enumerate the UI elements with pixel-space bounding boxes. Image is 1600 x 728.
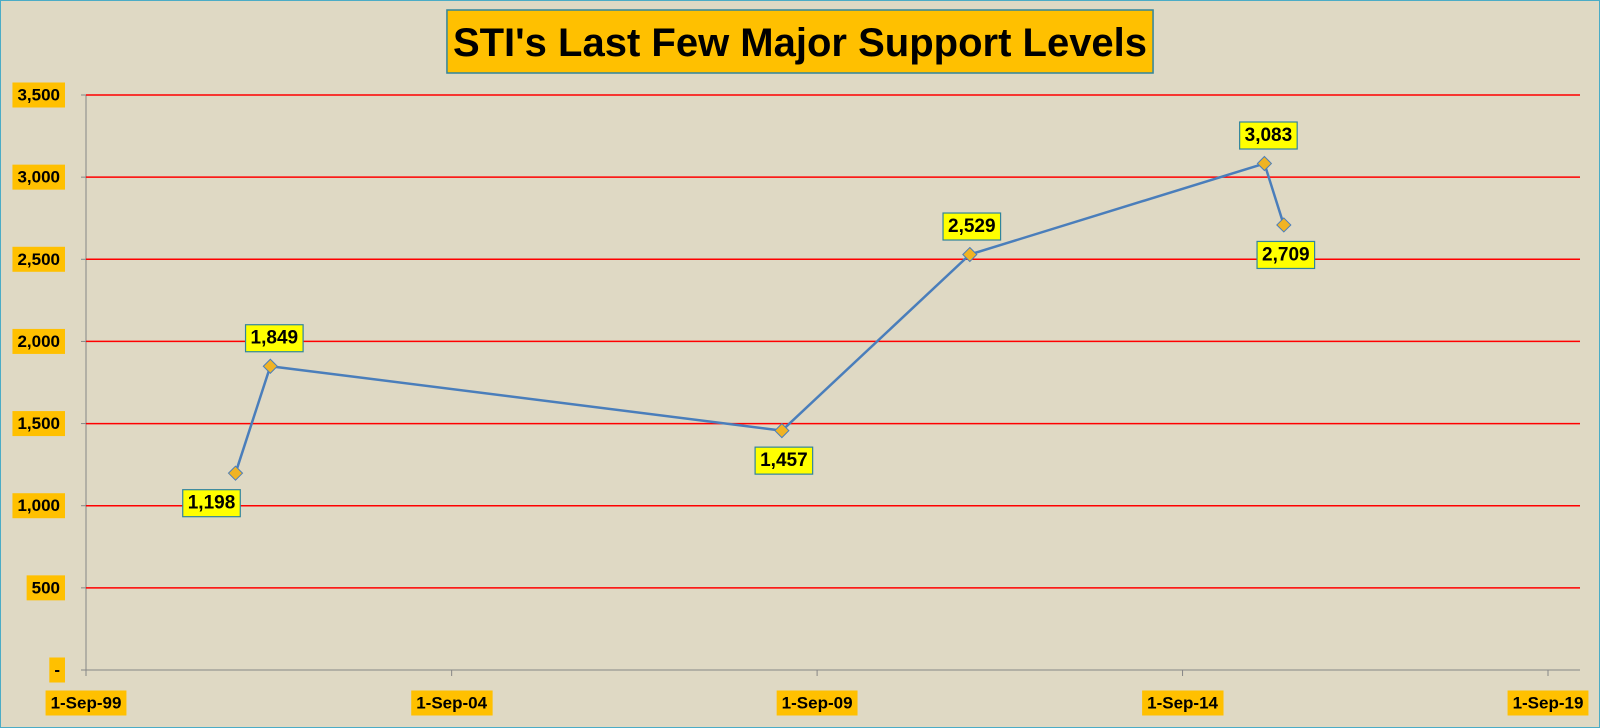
marker [962, 246, 978, 263]
title-box [446, 9, 1154, 74]
data-label-box [1256, 240, 1316, 270]
y-tick-label-box [49, 657, 65, 683]
x-tick-label: 1-Sep-99 [51, 694, 122, 713]
data-label-box [1239, 121, 1298, 150]
y-tick-label-box [12, 493, 65, 519]
y-tick-label: 3,500 [17, 86, 60, 105]
x-tick-label-box [776, 690, 858, 716]
data-label: 1,198 [188, 493, 236, 514]
y-tick-label: 3,000 [17, 168, 60, 187]
y-tick-label: 2,000 [17, 332, 60, 351]
y-tick-label: 1,500 [17, 414, 60, 433]
marker [1256, 155, 1273, 172]
y-tick-label-box [12, 164, 65, 190]
y-tick-label: 2,500 [17, 250, 60, 269]
x-tick-label: 1-Sep-14 [1147, 694, 1218, 713]
y-tick-label: 500 [32, 578, 60, 597]
data-label: 1,849 [251, 328, 299, 349]
data-label: 2,529 [948, 216, 996, 237]
y-tick-label: 1,000 [17, 496, 60, 515]
data-label: 3,083 [1245, 125, 1293, 146]
x-tick-label: 1-Sep-09 [782, 694, 853, 713]
x-tick-label-box [45, 690, 127, 716]
data-label-box [754, 446, 814, 475]
y-tick-label-box [12, 411, 65, 437]
marker [774, 422, 790, 439]
marker [262, 358, 279, 374]
data-label: 1,457 [760, 450, 808, 471]
marker [227, 465, 244, 481]
data-label-box [942, 212, 1002, 241]
series-line [234, 161, 1286, 474]
y-tick-label-box [26, 575, 65, 601]
chart-title: STI's Last Few Major Support Levels [453, 21, 1147, 65]
y-tick-label-box [12, 328, 65, 354]
y-tick-label-box [12, 246, 65, 272]
x-tick-label-box [1507, 690, 1589, 716]
x-tick-label-box [1142, 690, 1224, 716]
y-tick-label: - [54, 661, 60, 680]
data-label-box [182, 489, 241, 518]
y-tick-label-box [12, 82, 65, 108]
x-tick-label: 1-Sep-04 [416, 694, 487, 713]
data-label: 2,709 [1262, 244, 1310, 265]
x-tick-label-box [411, 690, 493, 716]
marker [1276, 217, 1292, 233]
data-label-box [244, 324, 304, 353]
x-tick-label: 1-Sep-19 [1513, 694, 1584, 713]
